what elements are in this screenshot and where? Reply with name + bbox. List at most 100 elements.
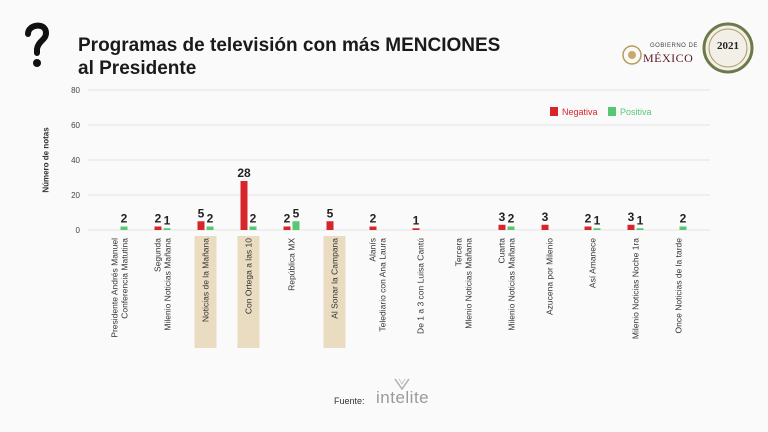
x-tick-label: Con Ortega a las 10 [244, 238, 254, 314]
x-tick-label: Así Amanece [588, 238, 598, 288]
x-tick-label-line: Tercera [454, 238, 464, 267]
x-tick-label: Milenio Noticias MañanaCuarta [497, 238, 517, 331]
data-label: 5 [327, 206, 334, 220]
x-tick-label: De 1 a 3 con Luisa Cantú [416, 238, 426, 334]
title-line-1: Programas de televisión con más MENCIONE… [78, 35, 501, 56]
x-tick-label: Conferencia MatutinaPresidente Andrés Ma… [110, 238, 130, 338]
seal-year-text: 2021 [717, 40, 739, 52]
data-label: 3 [628, 210, 635, 224]
bar-negativa [240, 181, 248, 230]
gov-logo-small-text: GOBIERNO DE [650, 43, 698, 49]
x-tick-label-line: Cuarta [497, 238, 507, 264]
bar-positiva [593, 228, 601, 230]
bar-positiva [292, 221, 300, 230]
data-label: 1 [413, 213, 420, 227]
bar-negativa [498, 224, 506, 230]
bar-negativa [197, 221, 205, 230]
y-tick-label: 0 [76, 226, 81, 235]
y-tick-label: 60 [71, 121, 80, 130]
bar-positiva [249, 226, 257, 230]
gov-logo-main-text: MÉXICO [643, 51, 694, 65]
x-tick-label-line: Segunda [153, 238, 163, 272]
data-label: 2 [121, 212, 128, 226]
page-title: Programas de televisión con más MENCIONE… [78, 34, 598, 80]
x-tick-label: Milenio Noticias MañanaSegunda [153, 238, 173, 331]
x-tick-label-line: Al Sonar la Campana [330, 238, 340, 319]
data-label: 2 [284, 212, 291, 226]
x-tick-label: República MX [287, 238, 297, 291]
data-label: 1 [637, 213, 644, 227]
bar-negativa [584, 226, 592, 230]
title-line-2: al Presidente [78, 58, 197, 79]
source-label: Fuente: [334, 396, 365, 406]
data-label: 2 [155, 212, 162, 226]
bar-positiva [636, 228, 644, 230]
data-label: 2 [250, 212, 257, 226]
x-tick-label-line: Milenio Noticias Noche 1ra [631, 238, 641, 339]
bar-negativa [154, 226, 162, 230]
seal-2021-icon [702, 22, 754, 74]
x-tick-label-line: Presidente Andrés Manuel [110, 238, 120, 338]
data-label: 2 [585, 212, 592, 226]
x-tick-label: Once Noticias de la tarde [674, 238, 684, 334]
data-label: 1 [164, 213, 171, 227]
y-tick-label: 80 [71, 86, 80, 95]
data-label: 2 [370, 212, 377, 226]
intelite-logo-icon [394, 378, 410, 390]
data-label: 1 [594, 213, 601, 227]
bar-negativa [369, 226, 377, 230]
x-tick-label-line: Conferencia Matutina [120, 238, 130, 319]
legend-label-positiva: Positiva [620, 106, 652, 117]
bar-positiva [120, 226, 128, 230]
x-tick-label-line: De 1 a 3 con Luisa Cantú [416, 238, 426, 334]
legend-swatch-negativa [550, 107, 558, 117]
x-tick-label-line: Noticias de la Mañana [201, 238, 211, 322]
x-tick-label: Milenio Noticias Noche 1ra [631, 238, 641, 339]
x-tick-label: Noticias de la Mañana [201, 238, 211, 322]
chart-legend: Negativa Positiva [550, 106, 660, 117]
bar-negativa [541, 224, 549, 230]
x-tick-label-line: Once Noticias de la tarde [674, 238, 684, 334]
x-tick-label-line: Azucena por Milenio [545, 238, 555, 315]
x-tick-label-line: Milenio Noticias Mañana [163, 238, 173, 331]
bar-positiva [163, 228, 171, 230]
bar-negativa [627, 224, 635, 230]
x-tick-label: Mlenio Noticias MañanaTercera [454, 238, 474, 329]
data-label: 28 [237, 166, 251, 180]
source-brand: intelite [376, 388, 430, 407]
category-highlight [237, 236, 260, 348]
bar-negativa [283, 226, 291, 230]
bar-negativa [412, 228, 420, 230]
question-mark-icon [25, 22, 50, 67]
bar-positiva [507, 226, 515, 230]
bar-positiva [206, 226, 214, 230]
x-tick-label: Azucena por Milenio [545, 238, 555, 315]
data-label: 2 [207, 212, 214, 226]
x-tick-label-line: Con Ortega a las 10 [244, 238, 254, 314]
legend-label-negativa: Negativa [562, 106, 598, 117]
gobierno-emblem-icon [622, 45, 642, 65]
x-tick-label: Al Sonar la Campana [330, 238, 340, 319]
x-tick-label-line: República MX [287, 238, 297, 291]
data-label: 3 [542, 210, 549, 224]
data-label: 5 [293, 206, 300, 220]
bar-positiva [679, 226, 687, 230]
legend-swatch-positiva [608, 107, 617, 117]
data-label: 5 [198, 206, 205, 220]
bar-negativa [326, 221, 334, 230]
y-tick-label: 20 [71, 191, 80, 200]
data-label: 2 [680, 212, 687, 226]
x-tick-label: Telediario con Ana LauraAlanís [368, 238, 388, 332]
category-highlight [194, 236, 217, 348]
category-highlight [323, 236, 346, 348]
x-tick-label-line: Alanís [368, 238, 378, 262]
data-label: 3 [499, 210, 506, 224]
x-tick-label-line: Así Amanece [588, 238, 598, 288]
x-tick-label-line: Milenio Noticias Mañana [507, 238, 517, 331]
y-tick-label: 40 [71, 156, 80, 165]
x-tick-label-line: Telediario con Ana Laura [378, 238, 388, 332]
x-tick-label-line: Mlenio Noticias Mañana [464, 238, 474, 329]
data-label: 2 [508, 212, 515, 226]
